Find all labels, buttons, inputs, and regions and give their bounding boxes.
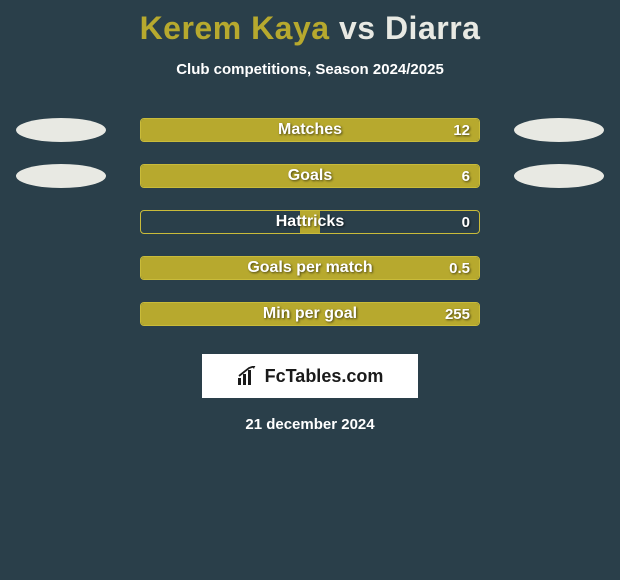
stat-row: Hattricks0 (0, 210, 620, 234)
player-b-name: Diarra (385, 10, 481, 46)
bar-track (140, 210, 480, 234)
bar-track (140, 302, 480, 326)
stat-row: Goals per match0.5 (0, 256, 620, 280)
bar-track (140, 118, 480, 142)
stat-row: Min per goal255 (0, 302, 620, 326)
bar-track (140, 256, 480, 280)
page-title: Kerem Kaya vs Diarra (0, 0, 620, 47)
bar-fill (141, 165, 479, 187)
subtitle: Club competitions, Season 2024/2025 (0, 61, 620, 78)
logo-text: FcTables.com (265, 366, 384, 387)
stat-row: Goals6 (0, 164, 620, 188)
bar-fill (141, 257, 479, 279)
date-text: 21 december 2024 (0, 416, 620, 433)
logo-box: FcTables.com (202, 354, 418, 398)
bar-fill (300, 211, 320, 233)
bar-fill (141, 303, 479, 325)
stat-row: Matches12 (0, 118, 620, 142)
player-b-ellipse (514, 164, 604, 188)
player-a-ellipse (16, 164, 106, 188)
player-a-name: Kerem Kaya (140, 10, 330, 46)
player-b-ellipse (514, 118, 604, 142)
player-a-ellipse (16, 118, 106, 142)
stat-rows: Matches12 Goals6 Hattricks0 Goals per match… (0, 118, 620, 326)
title-vs: vs (339, 10, 376, 46)
chart-icon (237, 366, 259, 386)
bar-track (140, 164, 480, 188)
bar-fill (141, 119, 479, 141)
